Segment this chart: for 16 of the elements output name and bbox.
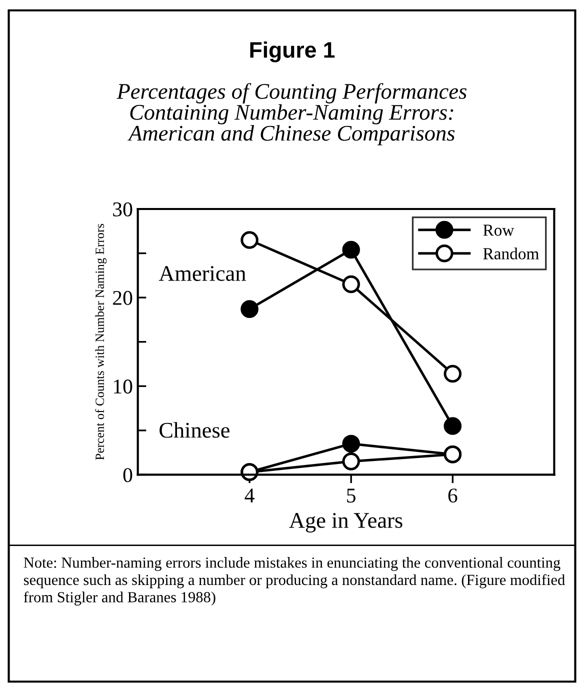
chart-title: Figure 1 bbox=[250, 41, 335, 62]
annotation: Chinese bbox=[160, 422, 230, 438]
y-tick-label: 10 bbox=[114, 380, 132, 394]
y-axis-title: Percent of Counts with Number Naming Errors bbox=[95, 224, 107, 460]
x-tick-label: 4 bbox=[244, 488, 254, 502]
y-tick-label: 0 bbox=[123, 468, 132, 482]
y-tick-label: 30 bbox=[113, 202, 132, 216]
text: Note: Number-naming errors include mistakes in enunciating the conventional counting sequence such as skipping a number or producing a nonstandard name. (Figure modified from Stigler and Baranes 1988) bbox=[24, 557, 565, 606]
legend-label: Row bbox=[483, 224, 514, 236]
legend-label: Random bbox=[483, 248, 539, 260]
annotation: American bbox=[158, 266, 246, 281]
x-axis-title: Age in Years bbox=[289, 513, 402, 533]
x-tick-label: 5 bbox=[347, 488, 356, 503]
y-tick-label: 20 bbox=[113, 290, 132, 305]
x-tick-label: 6 bbox=[448, 488, 458, 503]
chart-subtitle: Percentages of Counting Performances Containing Number-Naming Errors: American and Chinese Comparisons bbox=[116, 83, 466, 146]
